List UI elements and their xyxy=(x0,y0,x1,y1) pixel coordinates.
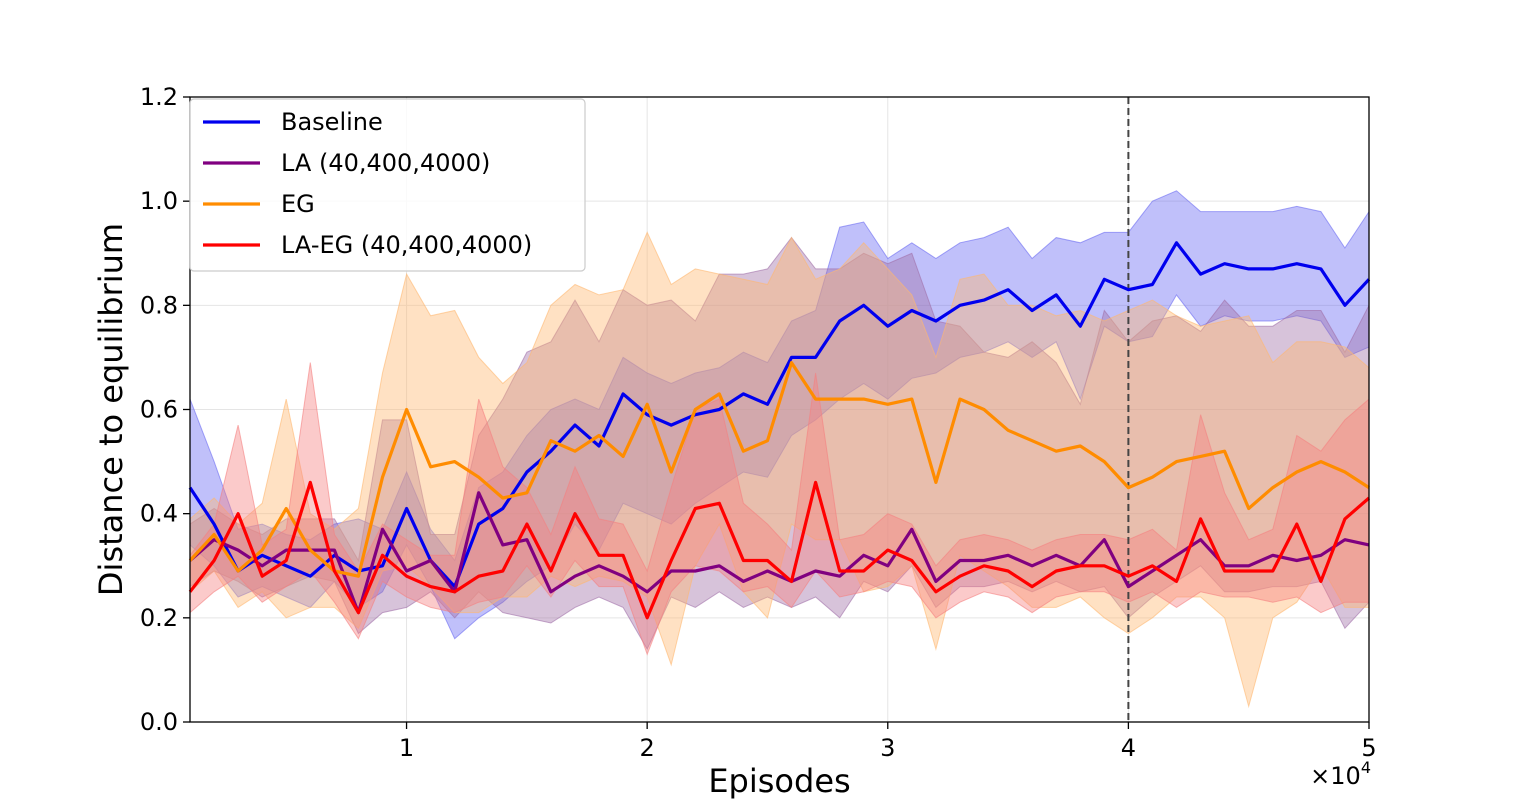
series-line xyxy=(188,241,1371,589)
x-tick-label: 5 xyxy=(1361,734,1376,762)
series-line xyxy=(188,480,1371,620)
y-tick-label: 0.4 xyxy=(140,500,178,528)
y-tick-label: 0.0 xyxy=(140,708,178,736)
x-tick-label: 3 xyxy=(880,734,895,762)
axis-ticks: 1 2 3 4 5 0.0 0.2 0.4 0.6 0.8 1.0 1.2 xyxy=(140,83,1377,762)
y-tick-label: 1.0 xyxy=(140,187,178,215)
legend[interactable]: Baseline LA (40,400,4000) EG LA-EG (40,400,… xyxy=(189,98,586,272)
legend-label: EG xyxy=(281,190,315,218)
y-tick-label: 0.2 xyxy=(140,604,178,632)
series-line xyxy=(188,361,1370,578)
y-tick-label: 0.8 xyxy=(140,291,178,319)
legend-items: Baseline LA (40,400,4000) EG LA-EG (40,400,… xyxy=(203,108,532,259)
x-axis-title: Episodes xyxy=(708,762,850,800)
x-tick-label: 1 xyxy=(399,734,414,762)
legend-label: Baseline xyxy=(281,108,383,136)
legend-box xyxy=(189,98,586,272)
series-line xyxy=(188,491,1370,615)
legend-label: LA-EG (40,400,4000) xyxy=(281,231,532,259)
confidence-bands xyxy=(189,190,1370,709)
x-tick-label: 2 xyxy=(640,734,655,762)
x-multiplier-base: ×10 xyxy=(1310,762,1361,790)
y-tick-label: 0.6 xyxy=(140,396,178,424)
x-multiplier-exponent: 4 xyxy=(1361,758,1371,777)
x-tick-label: 4 xyxy=(1121,734,1136,762)
y-tick-label: 1.2 xyxy=(140,83,178,111)
y-axis-title: Distance to equilibrium xyxy=(92,223,130,596)
series-lines xyxy=(188,241,1371,620)
x-axis-multiplier: ×104 xyxy=(1310,758,1371,790)
legend-label: LA (40,400,4000) xyxy=(281,149,490,177)
